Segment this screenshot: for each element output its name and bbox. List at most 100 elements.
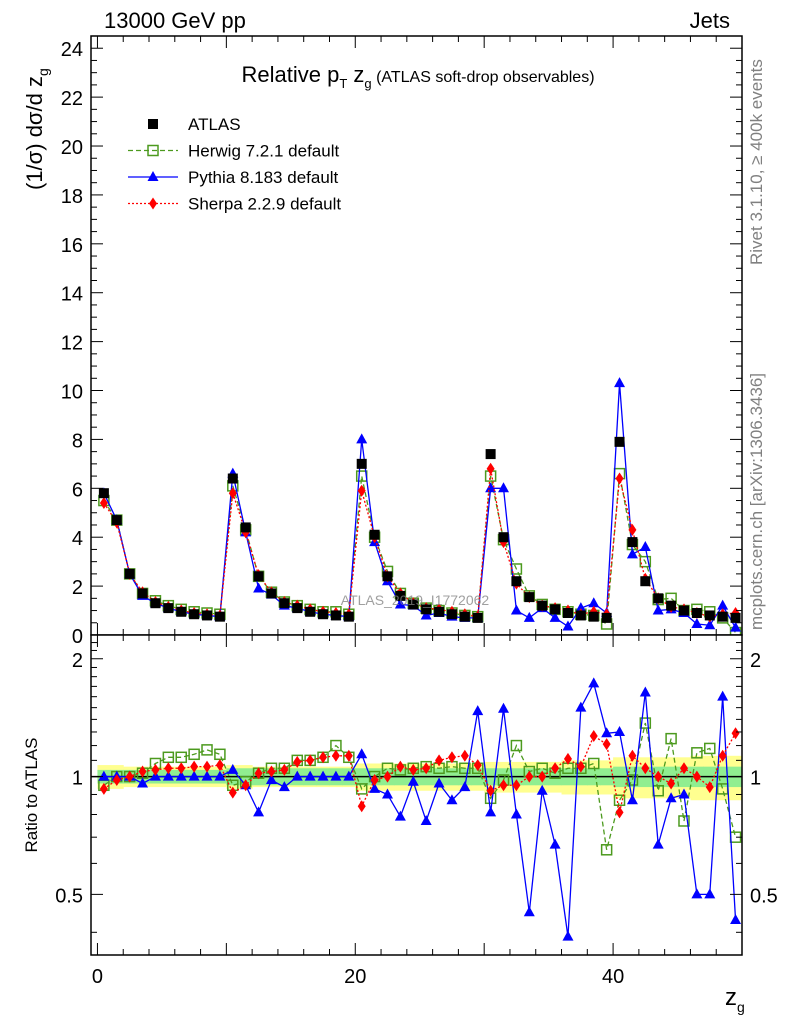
- legend-marker: [147, 171, 159, 181]
- legend: ATLAS Herwig 7.2.1 default Pythia 8.183 de…: [128, 115, 341, 214]
- main-data-point: [98, 488, 109, 499]
- ratio-data-point: [549, 838, 561, 849]
- main-data-point: [356, 458, 367, 469]
- ratio-data-point: [692, 770, 701, 783]
- main-data-point: [717, 599, 729, 610]
- ratio-data-point: [459, 781, 471, 792]
- main-y-label-text: (1/σ) dσ/d z: [22, 76, 47, 190]
- main-data-point: [588, 611, 599, 622]
- ratio-y-tick-label: 2: [72, 650, 83, 672]
- title-sub-t: T: [339, 76, 347, 91]
- legend-marker: [148, 119, 158, 129]
- main-series-atlas: [98, 436, 741, 623]
- ratio-y-tick-label: 0.5: [55, 885, 83, 907]
- legend-item: ATLAS: [148, 115, 241, 134]
- main-data-point: [653, 593, 664, 604]
- main-data-point: [189, 609, 200, 620]
- legend-label: Pythia 8.183 default: [188, 168, 339, 187]
- main-data-point: [678, 605, 689, 616]
- main-data-point: [562, 620, 574, 631]
- ratio-data-point: [486, 784, 495, 797]
- ratio-data-point: [718, 749, 727, 762]
- ratio-data-point: [215, 759, 224, 772]
- main-data-point: [202, 610, 213, 621]
- main-data-point: [240, 522, 251, 533]
- main-data-point: [228, 487, 237, 500]
- ratio-data-point: [99, 782, 108, 795]
- mcplots-label: mcplots.cern.ch [arXiv:1306.3436]: [747, 373, 766, 630]
- main-data-point: [652, 604, 664, 615]
- ratio-data-point: [562, 930, 574, 941]
- ratio-data-point: [164, 762, 173, 775]
- ratio-data-point: [407, 775, 419, 786]
- ratio-data-point: [420, 814, 432, 825]
- ratio-data-point: [306, 754, 315, 767]
- main-y-tick-label: 18: [61, 186, 83, 208]
- ratio-data-point: [626, 794, 638, 805]
- ratio-data-point: [613, 794, 626, 806]
- ratio-data-point: [538, 770, 547, 783]
- ratio-data-point: [589, 729, 598, 742]
- ratio-data-point: [652, 838, 664, 849]
- main-y-tick-label: 2: [72, 577, 83, 599]
- main-data-point: [279, 598, 290, 609]
- main-y-tick-label: 0: [72, 626, 83, 648]
- ratio-series-line: [103, 722, 737, 850]
- ratio-data-point: [678, 815, 690, 827]
- ratio-data-point: [396, 760, 405, 773]
- ratio-data-point: [98, 770, 110, 781]
- legend-item: Pythia 8.183 default: [128, 168, 339, 187]
- legend-item: Herwig 7.2.1 default: [128, 142, 339, 161]
- ratio-data-point: [317, 770, 329, 781]
- main-data-point: [227, 473, 238, 484]
- ratio-data-point: [369, 782, 381, 793]
- main-data-point: [343, 611, 354, 622]
- ratio-data-point: [639, 717, 652, 729]
- ratio-data-point: [654, 770, 663, 783]
- legend-label: Sherpa 2.2.9 default: [188, 195, 341, 214]
- main-data-point: [485, 449, 496, 460]
- ratio-data-point: [551, 762, 560, 775]
- ratio-data-point: [228, 786, 237, 799]
- ratio-data-point: [330, 770, 342, 781]
- ratio-data-point: [304, 770, 316, 781]
- ratio-data-point: [510, 808, 522, 819]
- ratio-data-point: [679, 762, 688, 775]
- main-data-point: [486, 462, 495, 475]
- main-data-point: [421, 604, 432, 615]
- ratio-data-point: [473, 759, 482, 772]
- plot-title: Relative pT zg (ATLAS soft-drop observab…: [241, 62, 594, 91]
- ratio-y-tick-label-right: 2: [750, 650, 761, 672]
- ratio-data-point: [433, 777, 445, 788]
- ratio-data-point: [188, 770, 200, 781]
- ratio-data-point: [138, 765, 147, 778]
- main-data-point: [524, 592, 535, 603]
- ratio-data-point: [227, 763, 239, 774]
- main-data-point: [575, 602, 587, 613]
- ratio-data-point: [588, 677, 600, 688]
- ratio-data-point: [344, 749, 353, 762]
- x-axis-label: zg: [725, 984, 745, 1015]
- x-axis-label-sub: g: [737, 999, 745, 1015]
- ratio-data-point: [267, 765, 276, 778]
- main-data-point: [150, 598, 161, 609]
- main-y-tick-label: 6: [72, 479, 83, 501]
- main-data-point: [357, 484, 366, 497]
- main-data-point: [510, 604, 522, 615]
- ratio-series-pythia-8-183-default: [98, 677, 742, 941]
- rivet-version-label: Rivet 3.1.10, ≥ 400k events: [747, 59, 766, 265]
- ratio-data-point: [510, 739, 523, 752]
- ratio-y-tick-label: 1: [72, 768, 83, 790]
- main-data-point: [498, 482, 510, 493]
- ratio-plot-frame: [90, 634, 743, 956]
- ratio-data-point: [151, 763, 160, 776]
- main-data-point: [704, 610, 715, 621]
- ratio-data-point: [717, 690, 729, 701]
- ratio-data-point: [628, 749, 637, 762]
- ratio-data-point: [409, 763, 418, 776]
- main-data-point: [111, 515, 122, 526]
- main-data-point: [704, 619, 716, 630]
- ratio-data-point: [254, 767, 263, 780]
- analysis-watermark: ATLAS_2019_I1772062: [341, 592, 490, 608]
